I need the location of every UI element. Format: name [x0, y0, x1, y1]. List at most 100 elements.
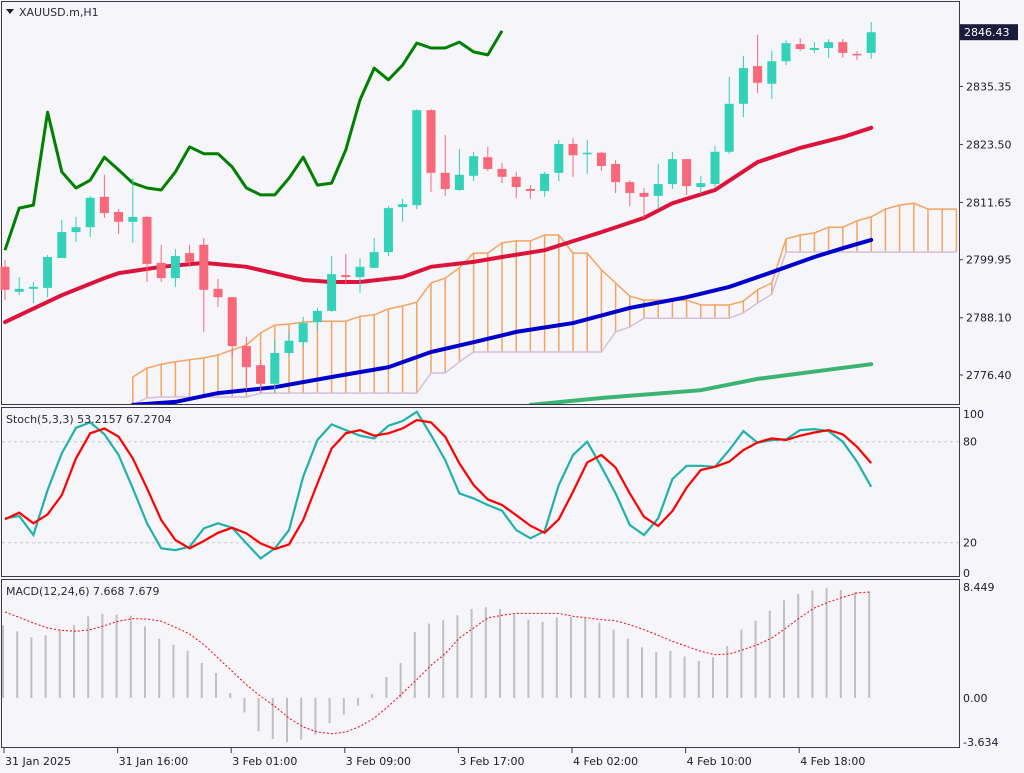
bearish-candle	[497, 163, 507, 184]
candle-body	[866, 32, 876, 53]
bullish-candle	[355, 258, 365, 293]
time-tick-label: 4 Feb 10:00	[687, 755, 752, 768]
time-tick-label: 3 Feb 09:00	[346, 755, 411, 768]
candle-body	[611, 164, 621, 183]
bullish-candle	[866, 22, 876, 59]
candle-body	[738, 68, 748, 104]
candle-body	[341, 275, 351, 278]
bearish-candle	[227, 297, 237, 357]
price-tick-label: 2811.65	[966, 196, 1012, 209]
bullish-candle	[28, 281, 38, 304]
senkou-span-a-line	[132, 202, 957, 378]
candle-body	[383, 208, 393, 253]
candle-body	[43, 257, 53, 288]
bullish-candle	[14, 277, 24, 296]
candle-body	[554, 143, 564, 173]
bullish-candle	[469, 151, 479, 182]
macd-signal-line	[4, 591, 872, 735]
bearish-candle	[0, 259, 10, 301]
bullish-candle	[554, 140, 564, 182]
bullish-candle	[767, 50, 777, 99]
bullish-candle	[298, 316, 308, 348]
bullish-candle	[710, 145, 720, 188]
bullish-candle	[667, 151, 677, 189]
candle-body	[128, 216, 138, 222]
bullish-candle	[128, 178, 138, 243]
time-tick-label: 3 Feb 17:00	[459, 755, 524, 768]
candle-body	[241, 346, 251, 368]
candle-body	[298, 323, 308, 343]
candle-body	[682, 159, 692, 187]
bearish-candle	[156, 244, 166, 282]
candle-body	[639, 192, 649, 197]
candle-body	[809, 48, 819, 50]
bearish-candle	[185, 244, 195, 267]
candle-body	[28, 286, 38, 289]
candle-body	[213, 288, 223, 298]
bullish-candle	[170, 249, 180, 287]
candle-body	[781, 43, 791, 62]
candle-body	[568, 143, 578, 156]
bullish-candle	[43, 255, 53, 298]
stoch-title: Stoch(5,3,3) 53.2157 67.2704	[6, 413, 172, 426]
candlesticks	[0, 22, 876, 394]
bullish-candle	[738, 55, 748, 118]
macd-tick-label: 0.00	[963, 692, 988, 705]
candle-body	[753, 66, 763, 83]
candle-body	[114, 211, 124, 222]
candle-body	[625, 182, 635, 193]
macd-tick-label: -3.634	[963, 736, 998, 749]
stoch-tick-label: 0	[963, 567, 970, 580]
bearish-candle	[241, 336, 251, 391]
bullish-candle	[412, 109, 422, 210]
candle-body	[398, 204, 408, 208]
bearish-candle	[341, 254, 351, 285]
price-tick-label: 2788.10	[966, 312, 1012, 325]
bearish-candle	[483, 146, 493, 171]
bullish-candle	[454, 148, 464, 191]
candle-body	[412, 110, 422, 206]
time-tick-label: 31 Jan 16:00	[119, 755, 189, 768]
bullish-candle	[85, 195, 95, 237]
bearish-candle	[213, 279, 223, 307]
candle-body	[540, 173, 550, 191]
bearish-candle	[611, 160, 621, 193]
symbol-label: XAUUSD.m,H1	[19, 6, 99, 19]
bearish-candle	[682, 159, 692, 195]
candle-body	[454, 174, 464, 190]
candle-body	[327, 274, 337, 311]
price-tick-label: 2823.50	[966, 138, 1012, 151]
candle-body	[838, 42, 848, 53]
macd-title: MACD(12,24,6) 7.668 7.679	[6, 585, 160, 598]
bearish-candle	[795, 38, 805, 51]
candle-body	[185, 253, 195, 262]
time-tick-label: 4 Feb 18:00	[800, 755, 865, 768]
bullish-candle	[270, 339, 280, 394]
bearish-candle	[426, 109, 436, 192]
bearish-candle	[199, 237, 209, 332]
bullish-candle	[312, 307, 322, 330]
candle-body	[852, 53, 862, 56]
current-price-tag	[960, 24, 1018, 41]
dropdown-triangle-icon[interactable]	[6, 9, 14, 14]
bearish-candle	[142, 215, 152, 282]
bearish-candle	[596, 151, 606, 171]
candle-body	[284, 340, 294, 353]
candle-body	[71, 227, 81, 233]
bullish-candle	[824, 39, 834, 58]
candle-body	[256, 365, 266, 384]
candle-body	[824, 42, 834, 49]
price-tick-label: 2835.35	[966, 80, 1012, 93]
bearish-candle	[753, 34, 763, 94]
bearish-candle	[838, 39, 848, 58]
bullish-candle	[327, 256, 337, 312]
bearish-candle	[256, 359, 266, 394]
symbol-title[interactable]: XAUUSD.m,H1	[6, 6, 99, 19]
candle-body	[355, 266, 365, 278]
time-tick-label: 31 Jan 2025	[5, 755, 71, 768]
candle-body	[710, 151, 720, 185]
candle-body	[312, 310, 322, 323]
bullish-candle	[653, 164, 663, 210]
